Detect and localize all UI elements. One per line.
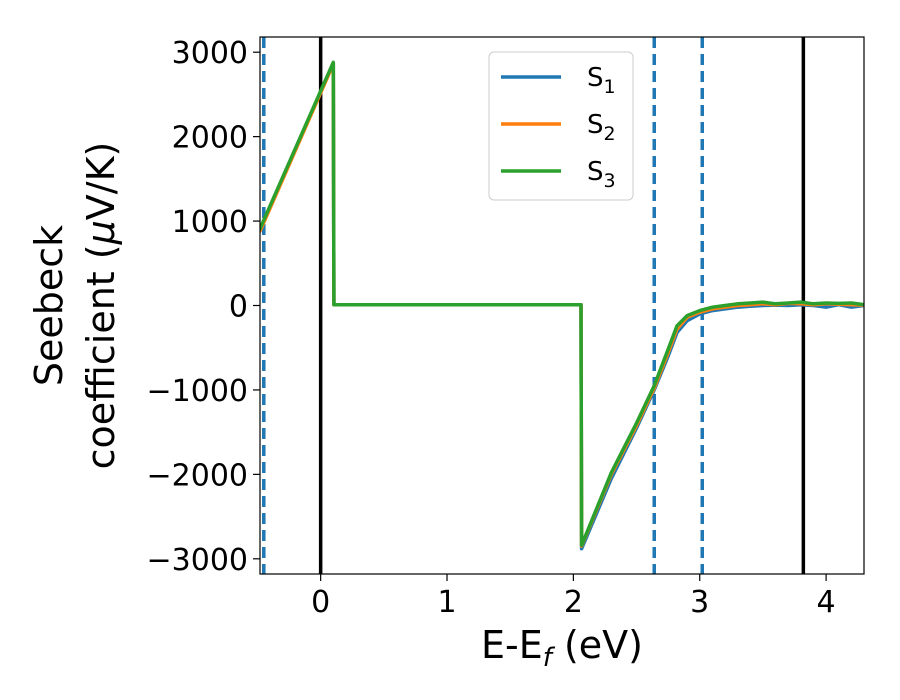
x-tick-label: 0 xyxy=(311,585,330,620)
reference-lines xyxy=(262,37,806,574)
legend-box xyxy=(488,51,634,201)
y-tick-label: 3000 xyxy=(172,36,248,71)
legend-label: S3 xyxy=(587,157,616,192)
x-axis-title-tail: (eV) xyxy=(552,623,643,667)
legend-item-2: S2 xyxy=(501,110,616,145)
series-line-3 xyxy=(260,60,864,548)
x-axis-ticks: 0 1 2 3 4 xyxy=(311,574,836,620)
legend-item-3: S3 xyxy=(501,157,616,192)
x-tick-label: 1 xyxy=(437,585,456,620)
y-axis-title-post: V/K) xyxy=(79,142,123,221)
legend: S1 S2 S3 xyxy=(488,51,634,201)
y-tick-label: −1000 xyxy=(147,374,248,409)
y-axis-ticks: −3000 −2000 −1000 0 1000 2000 3000 xyxy=(147,36,260,578)
y-tick-label: 0 xyxy=(229,290,248,325)
y-axis-title-mu: μ xyxy=(79,220,123,245)
x-axis-title: E-Ef (eV) xyxy=(481,623,643,673)
legend-label: S1 xyxy=(587,63,616,98)
series-layer xyxy=(260,60,864,551)
x-tick-label: 3 xyxy=(690,585,709,620)
x-tick-label: 2 xyxy=(564,585,583,620)
y-tick-label: −3000 xyxy=(147,543,248,578)
legend-item-1: S1 xyxy=(501,63,616,98)
legend-label: S2 xyxy=(587,110,616,145)
x-axis-title-main: E-E xyxy=(481,623,543,667)
y-tick-label: −2000 xyxy=(147,458,248,493)
y-tick-label: 2000 xyxy=(172,121,248,156)
y-axis-title-line2: coefficient (μV/K) xyxy=(79,142,123,470)
x-tick-label: 4 xyxy=(817,585,836,620)
y-axis-title-pre: coefficient ( xyxy=(79,244,123,469)
y-axis-title: Seebeck coefficient (μV/K) xyxy=(27,142,123,470)
y-axis-title-line1: Seebeck xyxy=(27,225,71,386)
y-tick-label: 1000 xyxy=(172,205,248,240)
